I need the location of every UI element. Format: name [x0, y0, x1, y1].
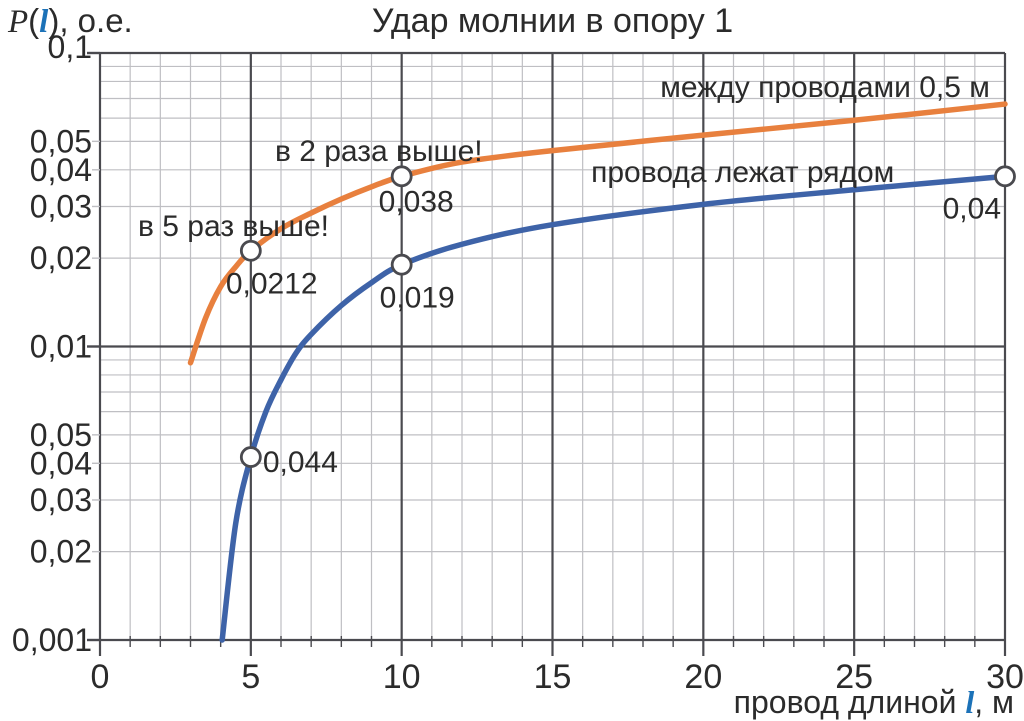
curve-0 [187, 101, 1008, 366]
y-axis-paren: ( [28, 2, 40, 39]
data-point-marker [239, 446, 262, 468]
marker-value-label: 0,0212 [226, 268, 318, 301]
chart-title: Удар молнии в опору 1 [371, 2, 734, 40]
y-tick-label: 0,1 [48, 29, 92, 65]
data-point-marker [390, 253, 413, 276]
data-point-marker [390, 165, 413, 188]
y-tick-label: 0,03 [30, 482, 92, 518]
y-tick-label: 0,03 [30, 188, 92, 224]
data-point-marker [994, 165, 1016, 188]
marker-value-label: 0,038 [379, 185, 454, 218]
data-point-marker [239, 239, 262, 262]
annotation-text: в 5 раз выше! [138, 210, 329, 243]
x-tick-label: 5 [241, 658, 260, 696]
x-tick-label: 20 [684, 658, 722, 696]
x-tick-label: 30 [986, 658, 1024, 696]
y-tick-label: 0,001 [12, 622, 92, 658]
x-axis-variable: l [965, 684, 975, 720]
series-label: провода лежат рядом [591, 156, 894, 189]
y-axis-symbol: P [8, 4, 29, 40]
y-tick-label: 0,05 [30, 417, 92, 453]
y-tick-label: 0,02 [30, 240, 92, 276]
y-axis-label: P(l), о.е. [8, 2, 133, 41]
y-tick-label: 0,04 [30, 445, 92, 481]
marker-value-label: 0,04 [943, 192, 1001, 225]
marker-value-label: 0,019 [380, 282, 455, 315]
y-tick-label: 0,02 [30, 534, 92, 570]
x-axis-label-text: провод длиной [733, 684, 966, 720]
y-tick-label: 0,01 [30, 329, 92, 365]
x-axis-units: , м [974, 684, 1014, 720]
y-axis-variable: l [39, 4, 49, 40]
marker-value-label: 0,044 [263, 446, 338, 479]
x-tick-label: 10 [383, 658, 421, 696]
y-tick-label: 0,05 [30, 123, 92, 159]
x-axis-label: провод длиной l, м [734, 684, 1014, 721]
curve-1 [219, 173, 1008, 643]
y-tick-label: 0,04 [30, 152, 92, 188]
x-tick-label: 15 [534, 658, 572, 696]
x-tick-label: 25 [835, 658, 873, 696]
y-axis-units: ), о.е. [48, 2, 133, 39]
series-label: между проводами 0,5 м [660, 71, 990, 104]
x-tick-label: 0 [91, 658, 110, 696]
annotation-text: в 2 раза выше! [275, 135, 483, 168]
